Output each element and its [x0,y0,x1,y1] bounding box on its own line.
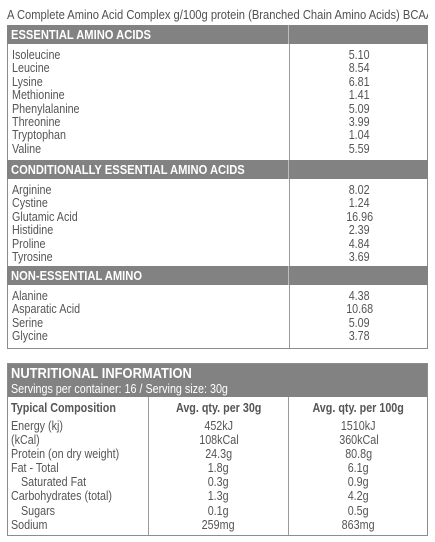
table-row: Alanine 4.38 [12,289,370,303]
table-row: Histidine 2.39 [12,223,370,238]
table-row: Sugars 0.1g 0.5g [21,503,369,518]
table-row: Leucine 8.54 [12,61,370,76]
table-row: Asparatic Acid 10.68 [12,302,373,317]
table-row: Methionine 1.41 [12,88,370,103]
column-header: Avg. qty. per 30g [175,401,262,415]
section-heading: CONDITIONALLY ESSENTIAL AMINO ACIDS [11,162,245,177]
nutrition-header: NUTRITIONAL INFORMATION Servings per con… [8,364,427,397]
section-heading: ESSENTIAL AMINO ACIDS [11,27,151,42]
section-header: ESSENTIAL AMINO ACIDS [7,25,428,44]
non-essential-amino-acids-table: NON-ESSENTIAL AMINO Alanine 4.38 Asparati… [7,266,428,349]
table-row: Arginine 8.02 [12,183,370,197]
section-heading: NON-ESSENTIAL AMINO [11,268,143,283]
nutritional-information-panel: NUTRITIONAL INFORMATION Servings per con… [7,363,428,536]
nutrition-column-headers: Typical Composition Avg. qty. per 30g Av… [8,401,427,415]
table-row: Phenylalanine 5.09 [12,101,370,116]
amino-acid-caption: A Complete Amino Acid Complex g/100g pro… [7,7,428,22]
section-header: NON-ESSENTIAL AMINO [7,266,428,285]
table-row: Sodium 259mg 863mg [11,517,375,532]
table-row: Proline 4.84 [12,236,370,251]
nutrition-subtitle: Servings per container: 16 / Serving siz… [11,382,228,396]
conditionally-essential-amino-acids-table: CONDITIONALLY ESSENTIAL AMINO ACIDS Argi… [7,160,428,270]
table-row: Serine 5.09 [12,315,370,330]
column-header: Avg. qty. per 100g [312,401,405,415]
table-row: Valine 5.59 [12,141,370,156]
nutrition-title: NUTRITIONAL INFORMATION [11,365,192,382]
table-row: (kCal) 108kCal 360kCal [11,433,379,448]
table-row: Energy (kj) 452kJ 1510kJ [11,419,376,433]
table-row: Tyrosine 3.69 [12,249,370,264]
table-row: Threonine 3.99 [12,114,370,129]
table-row: Protein (on dry weight) 24.3g 80.8g [11,447,372,462]
table-row: Glycine 3.78 [12,329,370,344]
table-row: Carbohydrates (total) 1.3g 4.2g [11,489,369,504]
table-row: Saturated Fat 0.3g 0.9g [21,475,369,490]
table-row: Isoleucine 5.10 [12,48,370,62]
column-header: Typical Composition [11,401,116,415]
table-row: Lysine 6.81 [12,74,370,89]
table-row: Fat - Total 1.8g 6.1g [11,461,369,476]
table-row: Tryptophan 1.04 [12,128,370,143]
section-header: CONDITIONALLY ESSENTIAL AMINO ACIDS [7,160,428,179]
nutrition-table: Typical Composition Avg. qty. per 30g Av… [8,397,427,535]
table-row: Glutamic Acid 16.96 [12,209,373,224]
table-row: Cystine 1.24 [12,196,370,211]
essential-amino-acids-table: ESSENTIAL AMINO ACIDS Isoleucine 5.10 Leu… [7,25,428,162]
